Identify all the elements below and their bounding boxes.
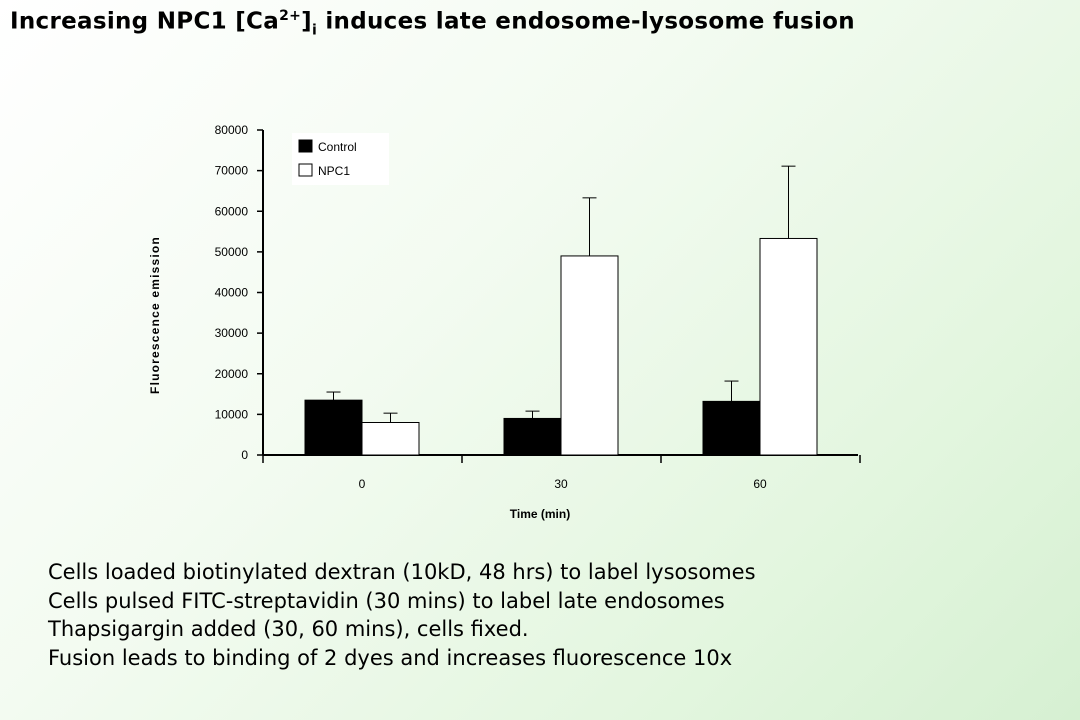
note-line-2: Cells pulsed FITC-streptavidin (30 mins)… [48,588,725,613]
chart-legend: Control NPC1 [292,133,389,185]
title-superscript: 2+ [279,8,302,24]
note-line-3: Thapsigargin added (30, 60 mins), cells … [48,617,529,641]
title-subscript: i [311,22,318,39]
y-tick-label: 60000 [215,204,249,218]
title-bracket: ] [301,8,312,35]
y-tick-label: 30000 [215,326,249,340]
legend-swatch-control [298,139,313,153]
y-tick-label: 70000 [215,164,249,178]
y-tick-label: 0 [241,448,248,462]
y-tick-label: 10000 [215,407,249,421]
legend-swatch-npc1 [298,163,313,177]
bar-control-0 [304,399,363,456]
bar-npc1-30 [560,255,619,456]
y-axis-title: Fluorescence emission [148,236,162,394]
bar-npc1-0 [361,422,420,456]
y-tick-label: 40000 [215,286,249,300]
x-axis-title: Time (min) [510,507,570,521]
notes-list: Cells loaded biotinylated dextran (10kD,… [48,558,756,672]
bar-control-60 [702,400,761,456]
y-axis-ticks: 0 10000 20000 30000 40000 50000 60000 70000 8000… [215,123,263,462]
legend-label-control: Control [318,140,357,154]
legend-label-npc1: NPC1 [318,164,350,178]
bar-chart: 0 10000 20000 30000 40000 50000 60000 70000 8000… [148,123,861,521]
bar-npc1-60 [759,237,818,456]
x-tick-label: 30 [554,477,568,491]
title-prefix: Increasing NPC1 [Ca [10,8,280,35]
x-axis-ticks: 0 30 60 [262,455,861,491]
y-tick-label: 20000 [215,367,249,381]
x-tick-label: 0 [359,477,366,491]
y-tick-label: 50000 [215,245,249,259]
x-tick-label: 60 [753,477,767,491]
note-line-4: Fusion leads to binding of 2 dyes and in… [48,645,733,670]
bar-group [304,165,818,456]
note-line-1: Cells loaded biotinylated dextran (10kD,… [48,560,756,584]
page-title: Increasing NPC1 [Ca2+]i induces late end… [10,8,855,38]
title-suffix: induces late endosome-lysosome fusion [317,8,855,35]
bar-control-30 [503,417,562,456]
y-tick-label: 80000 [215,123,249,137]
